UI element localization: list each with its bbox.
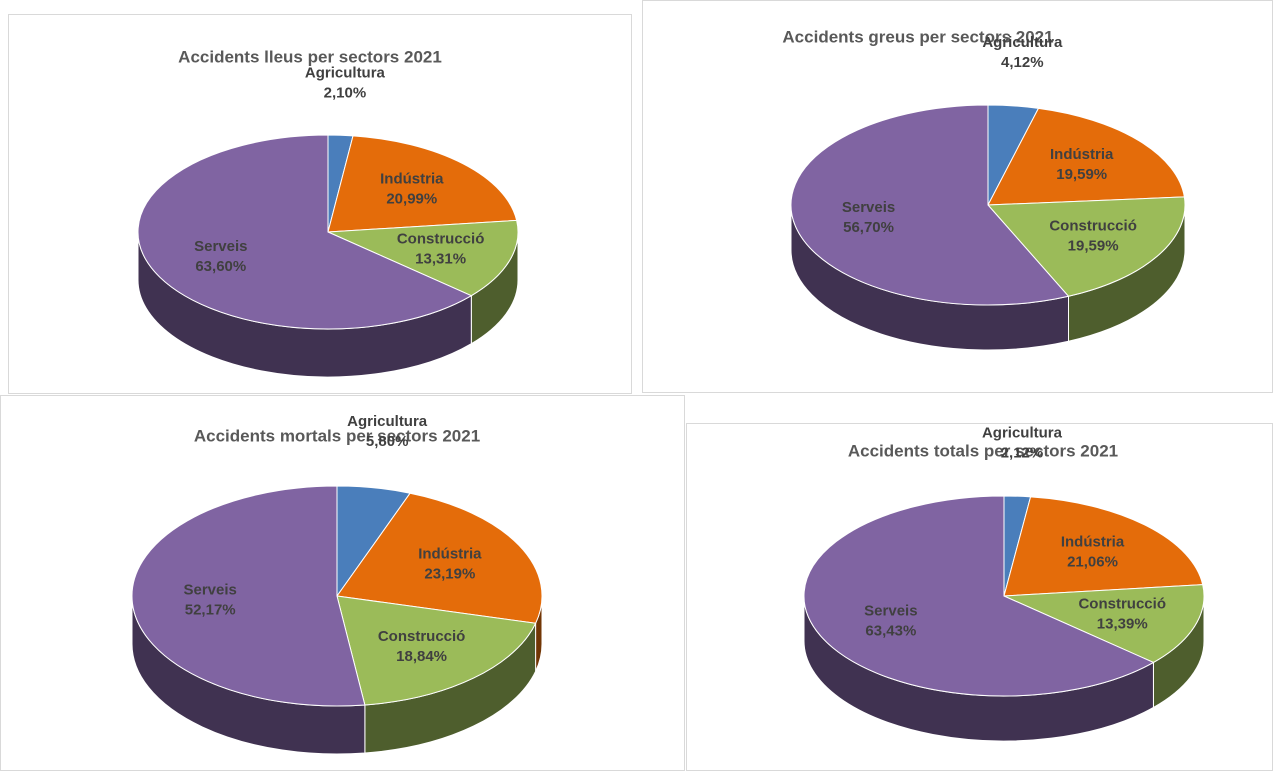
slice-label: Serveis bbox=[194, 238, 247, 255]
slice-label: Construcció bbox=[378, 628, 466, 645]
slice-label: Serveis bbox=[842, 199, 895, 216]
slice-value: 63,60% bbox=[195, 258, 246, 275]
slice bbox=[137, 134, 473, 330]
chart-title: Accidents mortals per sectors 2021 bbox=[194, 426, 480, 445]
slice-label: Indústria bbox=[1050, 146, 1114, 163]
slice-value: 18,84% bbox=[396, 648, 447, 665]
slice-value: 13,39% bbox=[1097, 616, 1148, 633]
slice-label: Serveis bbox=[864, 602, 917, 619]
slice-label: Agricultura bbox=[347, 413, 428, 430]
slice-value: 19,59% bbox=[1068, 238, 1119, 255]
slice-value: 63,43% bbox=[865, 622, 916, 639]
chart-title: Accidents lleus per sectors 2021 bbox=[178, 47, 442, 66]
slice-label: Construcció bbox=[1049, 218, 1137, 235]
slice-label: Agricultura bbox=[982, 424, 1063, 441]
slice bbox=[327, 219, 519, 297]
slice-value: 19,59% bbox=[1056, 166, 1107, 183]
slice-label: Indústria bbox=[1061, 534, 1125, 551]
slice-label: Agricultura bbox=[305, 64, 386, 81]
slice-label: Agricultura bbox=[982, 34, 1063, 51]
chart-title: Accidents greus per sectors 2021 bbox=[782, 27, 1053, 46]
chart-title: Accidents totals per sectors 2021 bbox=[848, 441, 1118, 460]
slice-label: Serveis bbox=[183, 582, 236, 599]
slice-value: 20,99% bbox=[386, 191, 437, 208]
slice-value: 2,12% bbox=[1001, 444, 1044, 461]
slice-value: 13,31% bbox=[415, 251, 466, 268]
slice bbox=[986, 196, 1186, 297]
slice-label: Construcció bbox=[1078, 596, 1166, 613]
slice-value: 23,19% bbox=[424, 566, 475, 583]
panel bbox=[8, 14, 632, 394]
slice bbox=[987, 107, 1185, 206]
slice-value: 5,80% bbox=[366, 433, 409, 450]
slice-value: 21,06% bbox=[1067, 554, 1118, 571]
slice-label: Indústria bbox=[418, 546, 482, 563]
slice bbox=[1003, 496, 1204, 597]
slice-value: 4,12% bbox=[1001, 54, 1044, 71]
slice-value: 56,70% bbox=[843, 219, 894, 236]
slice-label: Construcció bbox=[397, 231, 485, 248]
slice bbox=[790, 104, 1070, 306]
slice-label: Indústria bbox=[380, 171, 444, 188]
slice bbox=[327, 135, 518, 233]
slice bbox=[336, 492, 543, 624]
slice-value: 2,10% bbox=[324, 84, 367, 101]
slice bbox=[1003, 584, 1205, 664]
slice bbox=[131, 485, 366, 707]
slice bbox=[336, 595, 537, 706]
slice-value: 52,17% bbox=[185, 602, 236, 619]
slice bbox=[803, 495, 1155, 697]
